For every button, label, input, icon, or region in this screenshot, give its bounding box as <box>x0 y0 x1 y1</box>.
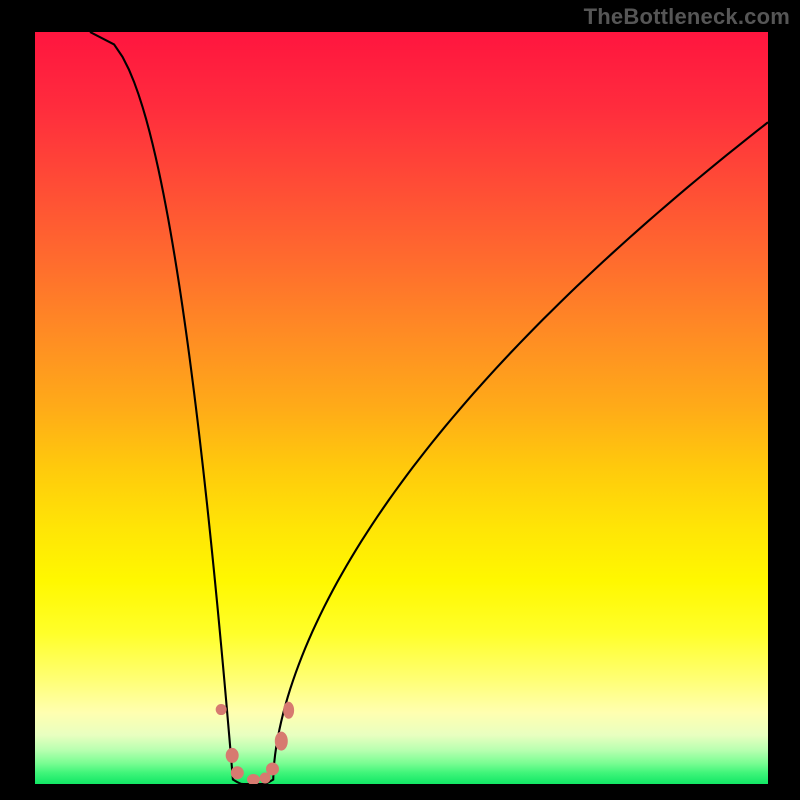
plot-area <box>35 32 768 784</box>
data-marker <box>275 732 287 750</box>
data-marker <box>231 767 243 779</box>
data-marker <box>266 763 278 775</box>
chart-container: TheBottleneck.com <box>0 0 800 800</box>
data-marker <box>216 705 226 715</box>
curve-overlay <box>35 32 768 784</box>
watermark-text: TheBottleneck.com <box>584 4 790 30</box>
bottleneck-curve <box>90 32 768 784</box>
data-marker <box>260 773 270 783</box>
data-marker <box>247 774 259 784</box>
data-marker <box>226 748 238 762</box>
data-marker <box>284 702 294 718</box>
